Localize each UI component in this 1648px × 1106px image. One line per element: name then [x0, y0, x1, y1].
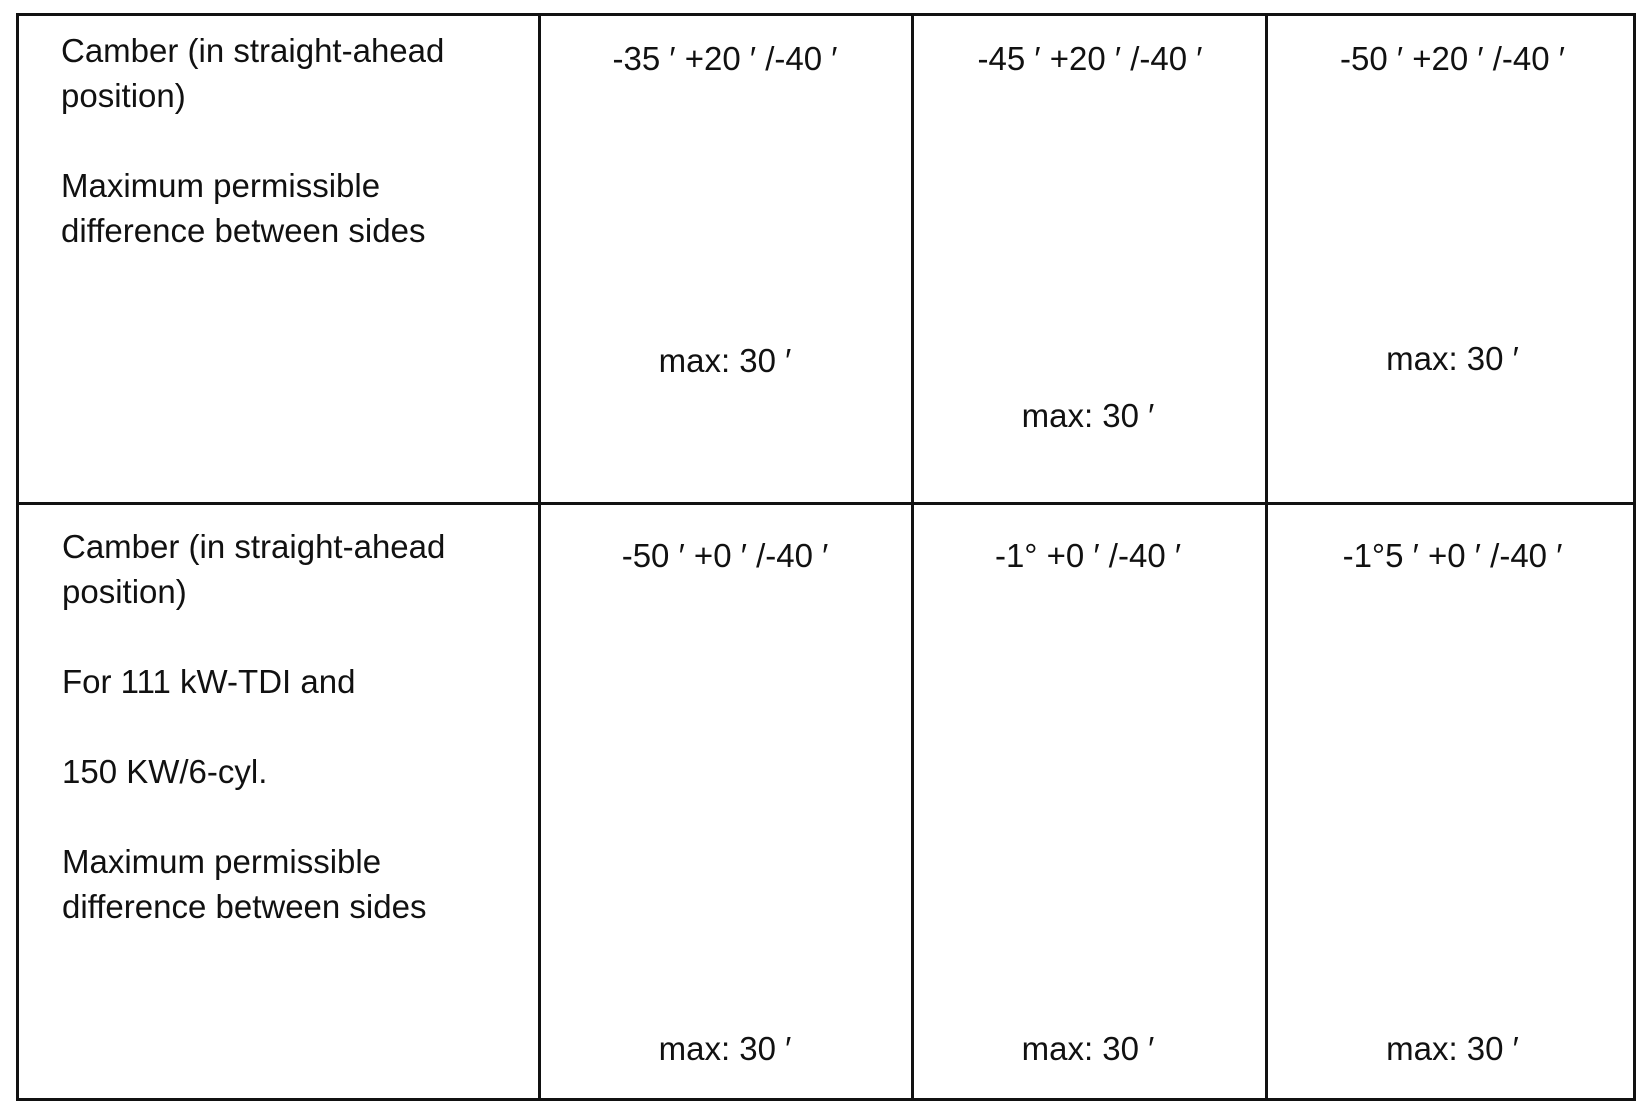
max: max: 30 ′ — [658, 1030, 792, 1067]
border — [16, 1098, 1636, 1101]
label-line: Maximum permissible difference between s… — [61, 167, 426, 249]
max: max: 30 ′ — [658, 342, 792, 379]
border — [911, 13, 914, 1101]
row-label: Camber (in straight-ahead position) For … — [62, 524, 512, 974]
max: max: 30 ′ — [1021, 1030, 1155, 1067]
border — [1265, 13, 1268, 1101]
border — [16, 13, 1636, 16]
label-line: 150 KW/6-cyl. — [62, 753, 268, 790]
label-line: Camber (in straight-ahead position) — [61, 32, 445, 114]
border — [538, 13, 541, 1101]
spec: -35 ′ +20 ′ /-40 ′ — [612, 40, 838, 77]
border — [16, 502, 1636, 505]
spec: -45 ′ +20 ′ /-40 ′ — [977, 40, 1203, 77]
row-label: Camber (in straight-ahead position) Maxi… — [61, 28, 511, 298]
label-line: Camber (in straight-ahead position) — [62, 528, 446, 610]
label-line: For 111 kW-TDI and — [62, 663, 356, 700]
spec: -50 ′ +20 ′ /-40 ′ — [1340, 40, 1565, 77]
max: max: 30 ′ — [1021, 397, 1155, 434]
spec: -50 ′ +0 ′ /-40 ′ — [621, 537, 829, 574]
spec: -1°5 ′ +0 ′ /-40 ′ — [1342, 537, 1563, 574]
spec: -1° +0 ′ /-40 ′ — [994, 537, 1182, 574]
max: max: 30 ′ — [1386, 1030, 1519, 1067]
label-line: Maximum permissible difference between s… — [62, 843, 427, 925]
max: max: 30 ′ — [1386, 340, 1519, 377]
border — [16, 13, 19, 1101]
border — [1633, 13, 1636, 1101]
